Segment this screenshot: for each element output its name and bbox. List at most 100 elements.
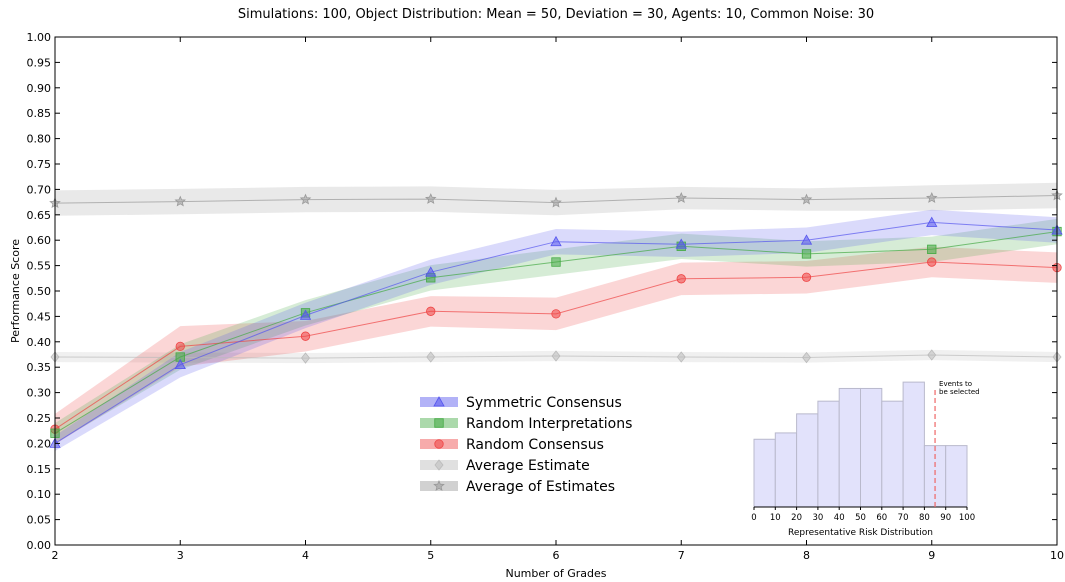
inset-x-tick-label: 20 (791, 513, 802, 523)
y-tick-label: 0.30 (27, 387, 52, 400)
legend-label: Average of Estimates (466, 479, 615, 495)
inset-x-tick-label: 70 (898, 513, 909, 523)
inset-x-tick-label: 30 (812, 513, 823, 523)
y-tick-label: 0.25 (27, 412, 52, 425)
point-random-consensus (801, 272, 812, 282)
band-random-consensus (55, 246, 1057, 445)
y-tick-label: 0.45 (27, 310, 52, 323)
inset-bar (838, 387, 862, 508)
legend-marker (433, 396, 445, 407)
legend: Symmetric Consensus Random Interpretation… (420, 395, 632, 495)
point-symmetric-consensus (800, 234, 813, 245)
y-tick-label: 0.85 (27, 107, 52, 120)
y-tick-label: 0.55 (27, 260, 52, 273)
inset-bar (774, 432, 798, 508)
point-random-consensus (676, 274, 686, 284)
point-average-of-estimates (174, 195, 186, 207)
legend-label: Random Interpretations (466, 416, 632, 432)
point-symmetric-consensus (174, 358, 186, 370)
y-tick-label: 0.05 (27, 514, 52, 527)
inset-bar (945, 445, 968, 508)
inset-x-tick-label: 0 (751, 513, 756, 523)
y-tick-label: 0.80 (27, 133, 52, 146)
x-tick-label: 8 (803, 549, 810, 562)
x-tick-label: 9 (928, 549, 935, 562)
point-average-estimate (927, 349, 937, 361)
inset-histogram: 0 10 20 30 40 50 60 70 80 90 100 Representative Ris… (751, 380, 979, 538)
chart-title: Simulations: 100, Object Distribution: M… (238, 7, 874, 22)
legend-marker (433, 479, 445, 491)
x-tick-label: 3 (177, 549, 184, 562)
x-axis-label: Number of Grades (505, 567, 606, 580)
y-tick-label: 0.60 (27, 234, 52, 247)
x-tick-label: 6 (553, 549, 560, 562)
y-tick-label: 0.65 (27, 209, 52, 222)
y-tick-label: 0.20 (27, 437, 52, 450)
point-symmetric-consensus (425, 266, 437, 277)
inset-bar (881, 400, 904, 508)
inset-annotation: be selected (939, 388, 980, 396)
y-tick-label: 0.40 (27, 336, 52, 349)
point-average-of-estimates (675, 191, 687, 203)
point-average-estimate (300, 352, 311, 364)
x-tick-label: 5 (427, 549, 434, 562)
x-tick-label: 4 (302, 549, 309, 562)
x-tick-label: 2 (52, 549, 59, 562)
y-tick-label: 0.95 (27, 56, 52, 69)
point-random-consensus (551, 309, 561, 319)
point-average-of-estimates (926, 191, 938, 203)
point-random-consensus (300, 331, 311, 341)
inset-x-tick-label: 90 (940, 513, 951, 523)
point-random-consensus (927, 257, 937, 267)
point-random-interpretations (927, 244, 937, 254)
inset-bar (753, 438, 776, 508)
y-tick-label: 0.90 (27, 82, 52, 95)
point-average-estimate (551, 350, 561, 362)
inset-x-tick-label: 60 (876, 513, 887, 523)
inset-x-tick-label: 50 (855, 513, 866, 523)
inset-x-tick-label: 40 (834, 513, 845, 523)
legend-label: Average Estimate (466, 458, 590, 474)
inset-x-tick-label: 100 (959, 513, 975, 523)
y-tick-label: 0.75 (27, 158, 52, 171)
inset-x-tick-label: 80 (919, 513, 930, 523)
point-random-consensus (175, 341, 185, 352)
y-tick-label: 0.35 (27, 361, 52, 374)
point-average-of-estimates (299, 193, 312, 205)
point-average-estimate (801, 351, 812, 364)
y-tick-label: 1.00 (27, 31, 52, 44)
point-average-of-estimates (800, 193, 813, 205)
inset-annotation: Events to (939, 380, 972, 388)
point-average-of-estimates (425, 193, 437, 204)
point-symmetric-consensus (299, 309, 312, 320)
point-random-consensus (426, 306, 436, 316)
y-tick-label: 0.70 (27, 183, 52, 196)
legend-label: Symmetric Consensus (466, 395, 622, 411)
y-axis-label: Performance Score (9, 239, 22, 343)
y-tick-label: 0.00 (27, 539, 52, 552)
y-axis: 0.00 0.05 0.10 0.15 0.20 0.25 0.30 0.35 0.40 0.45… (27, 31, 1057, 552)
inset-bar (817, 400, 840, 508)
legend-label: Random Consensus (466, 437, 604, 453)
series-lines (49, 189, 1063, 448)
point-random-interpretations (551, 257, 561, 267)
y-tick-label: 0.50 (27, 285, 52, 298)
point-average-estimate (676, 351, 686, 363)
inset-bar (860, 387, 883, 508)
legend-marker (434, 459, 444, 471)
x-tick-label: 10 (1050, 549, 1064, 562)
point-symmetric-consensus (926, 216, 938, 227)
inset-x-tick-label: 10 (770, 513, 781, 523)
inset-x-axis-label: Representative Risk Distribution (788, 528, 933, 538)
legend-marker (434, 418, 444, 428)
x-tick-label: 7 (678, 549, 685, 562)
y-tick-label: 0.15 (27, 463, 52, 476)
legend-marker (434, 439, 444, 449)
inset-bar (796, 413, 819, 508)
x-axis: 2 3 4 5 6 7 8 9 10 (52, 37, 1064, 562)
point-average-estimate (426, 351, 436, 363)
point-symmetric-consensus (675, 238, 687, 249)
inset-bar (902, 381, 925, 508)
point-random-interpretations (801, 249, 812, 259)
